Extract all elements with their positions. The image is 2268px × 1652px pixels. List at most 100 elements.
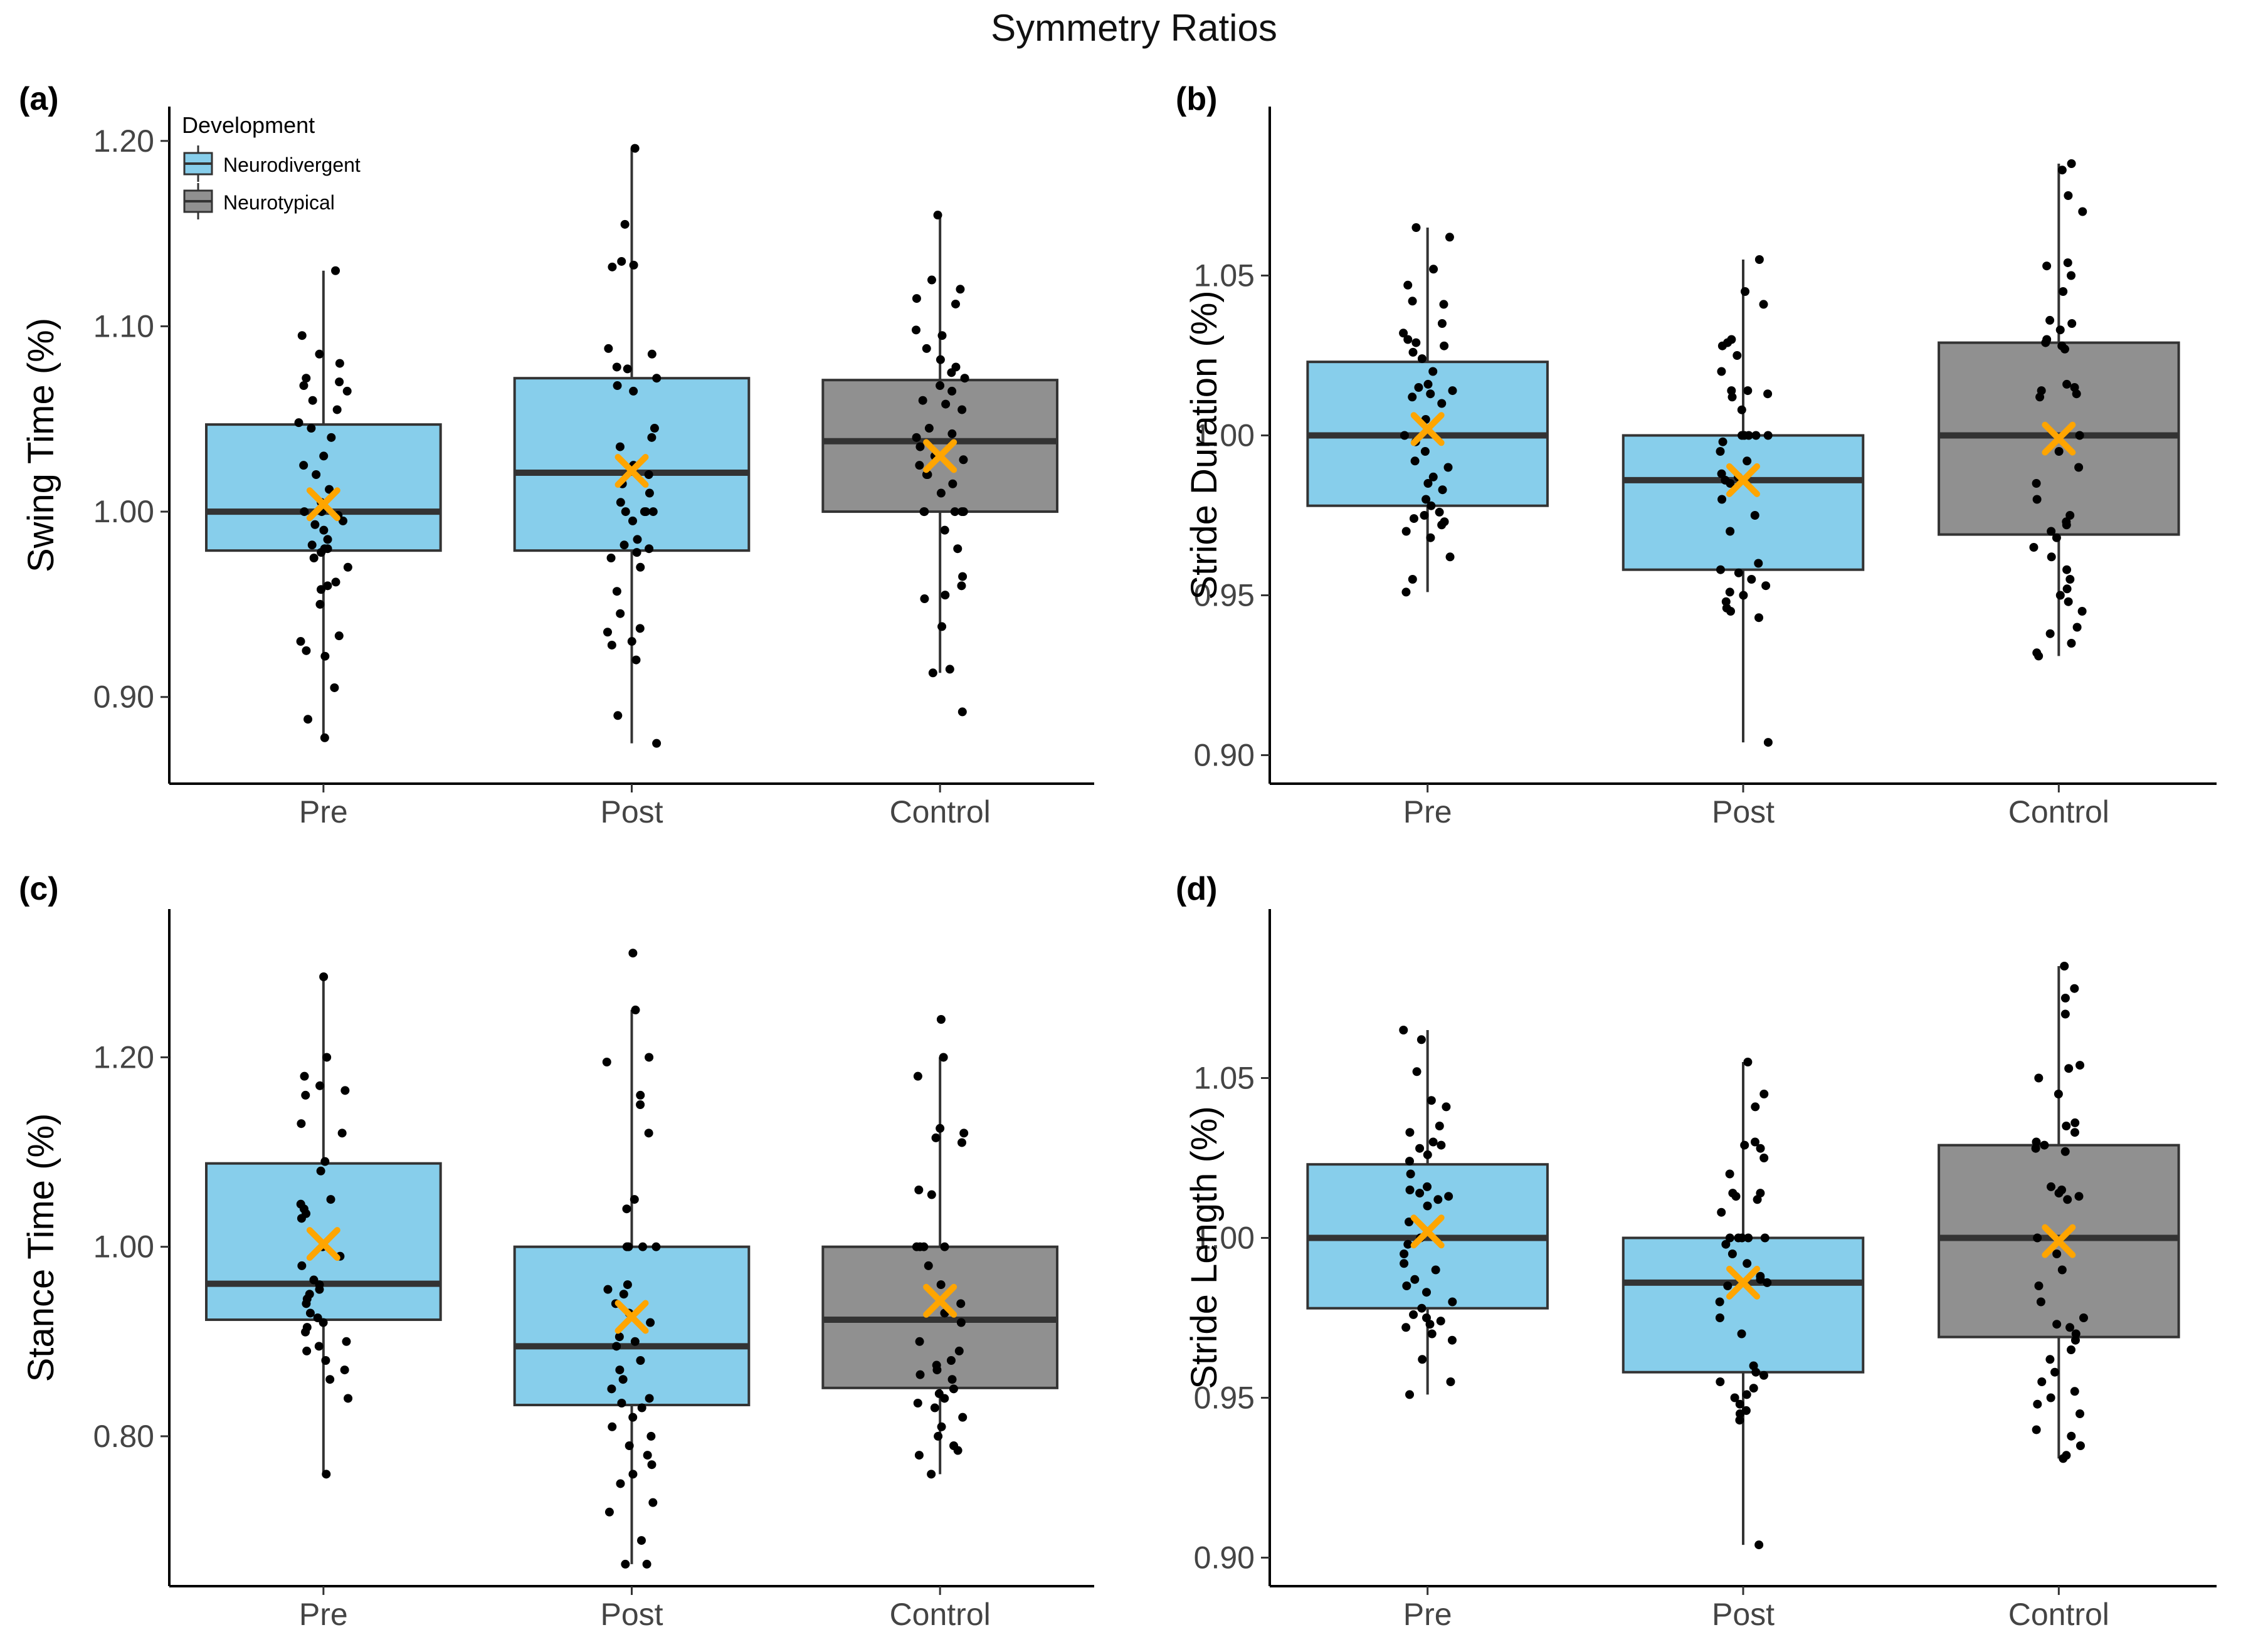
data-point [2032,1425,2041,1434]
mean-marker [614,454,649,488]
data-point [307,424,316,433]
data-point [297,331,307,340]
data-point [2037,1377,2047,1386]
data-point [2070,984,2079,993]
data-point [2072,623,2082,632]
data-point [2067,1431,2076,1441]
data-point [301,1327,310,1337]
data-point [631,1005,640,1014]
data-point [319,451,329,461]
data-point [297,1214,306,1223]
data-point [1412,1067,1421,1076]
y-axis-label: Stance Time (%) [21,1113,61,1382]
data-point [618,1375,628,1384]
data-point [1754,255,1764,264]
data-point [628,1413,638,1422]
points-pre [294,266,352,742]
data-point [2045,1355,2055,1364]
data-point [322,1470,331,1479]
data-point [959,455,968,465]
data-point [920,594,929,604]
data-point [2064,1064,2074,1073]
data-point [299,461,309,470]
data-point [307,540,317,550]
data-point [1715,1313,1724,1322]
mean-marker-stroke [614,1300,649,1334]
points-pre [1399,1026,1457,1399]
data-point [913,1399,922,1407]
data-point [616,498,625,507]
mean-marker-stroke [923,1283,957,1318]
data-point [936,381,945,391]
data-point [2066,1345,2075,1354]
data-point [331,266,340,275]
data-point [2047,527,2056,536]
data-point [1731,1192,1741,1201]
data-point [954,1346,964,1355]
data-point [617,1399,626,1407]
data-point [2060,994,2070,1002]
figure-title: Symmetry Ratios [991,7,1277,49]
data-point [2070,1387,2079,1396]
data-point [1437,520,1447,530]
data-point [315,1285,324,1294]
data-point [624,1242,633,1251]
data-point [615,1365,625,1375]
data-point [335,377,344,387]
x-tick-label: Control [890,794,991,829]
data-point [603,1285,613,1294]
data-point [1717,367,1726,376]
data-point [934,1431,943,1441]
data-point [331,577,340,587]
x-tick-label: Pre [1403,794,1452,829]
data-point [2052,533,2061,542]
mean-marker [923,1283,957,1318]
data-point [305,1308,315,1318]
data-point [1426,533,1435,542]
data-point [2062,584,2072,594]
data-point [652,374,662,383]
data-point [958,1413,968,1422]
data-point [1727,392,1737,402]
data-point [2047,552,2056,562]
data-point [637,1403,646,1413]
data-point [927,1470,936,1479]
x-tick-label: Pre [299,794,348,829]
data-point [2065,511,2075,520]
data-point [645,544,654,554]
data-point [2071,1329,2081,1339]
data-point [2054,447,2064,456]
data-point [652,739,662,748]
data-point [603,628,612,637]
data-point [913,1071,922,1081]
data-point [1739,591,1748,600]
data-point [645,1053,654,1062]
data-point [2062,520,2071,530]
mean-marker-stroke [614,454,649,488]
data-point [1750,1137,1759,1147]
data-point [915,1337,924,1346]
data-point [630,1195,639,1204]
data-point [625,1441,634,1450]
data-point [937,1422,946,1431]
data-point [636,1356,645,1365]
data-point [959,507,968,517]
data-point [2064,597,2073,606]
data-point [1744,431,1753,440]
data-point [1744,1233,1753,1243]
data-point [1750,511,1759,520]
data-point [1735,1409,1744,1418]
data-point [1445,233,1454,242]
data-point [947,368,956,377]
data-point [2036,1297,2045,1307]
data-point [1730,1393,1739,1402]
data-point [1429,265,1438,274]
x-tick-label: Post [1712,794,1775,829]
data-point [2067,159,2076,168]
y-tick-label: 0.90 [93,680,154,715]
box-body [513,1245,751,1407]
data-point [956,1318,966,1327]
data-point [342,1337,351,1346]
data-point [1433,1195,1443,1204]
data-point [1408,392,1417,402]
